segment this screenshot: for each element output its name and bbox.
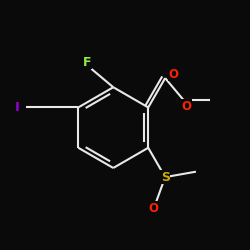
Text: O: O [149, 202, 159, 214]
Text: O: O [181, 100, 191, 113]
Text: O: O [168, 68, 178, 81]
Text: F: F [82, 56, 91, 69]
Text: S: S [161, 170, 170, 183]
Text: I: I [15, 101, 20, 114]
